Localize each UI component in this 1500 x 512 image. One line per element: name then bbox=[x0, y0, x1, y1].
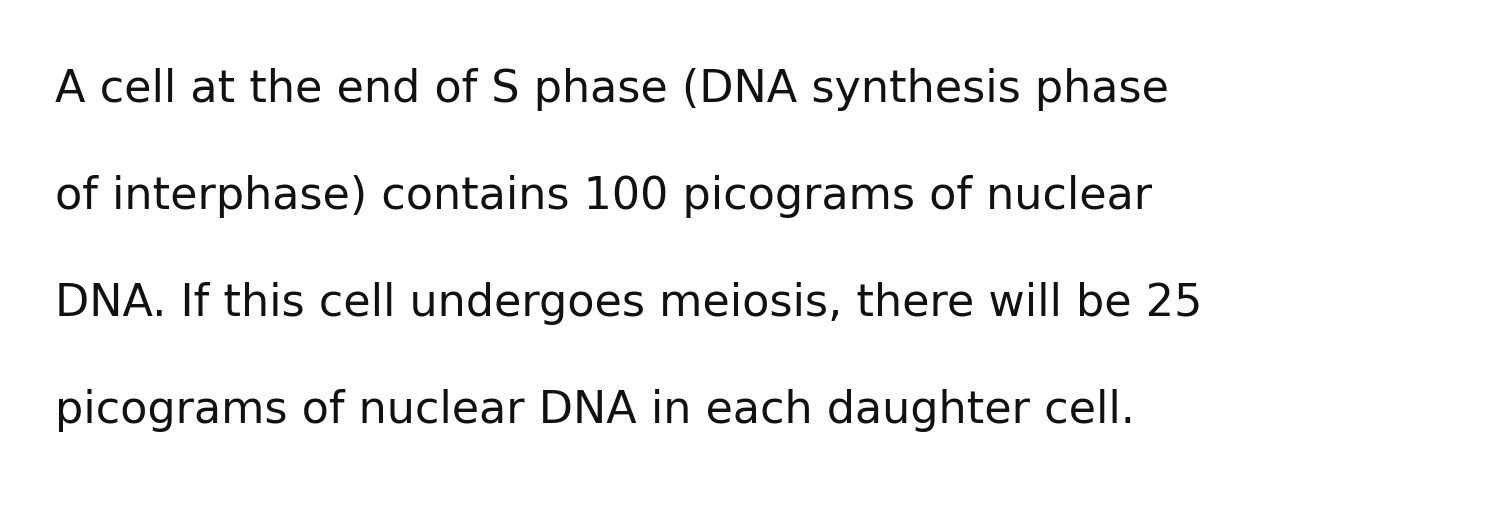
Text: DNA. If this cell undergoes meiosis, there will be 25: DNA. If this cell undergoes meiosis, the… bbox=[56, 282, 1203, 325]
Text: picograms of nuclear DNA in each daughter cell.: picograms of nuclear DNA in each daughte… bbox=[56, 389, 1136, 432]
Text: A cell at the end of S phase (DNA synthesis phase: A cell at the end of S phase (DNA synthe… bbox=[56, 68, 1168, 111]
Text: of interphase) contains 100 picograms of nuclear: of interphase) contains 100 picograms of… bbox=[56, 175, 1152, 218]
